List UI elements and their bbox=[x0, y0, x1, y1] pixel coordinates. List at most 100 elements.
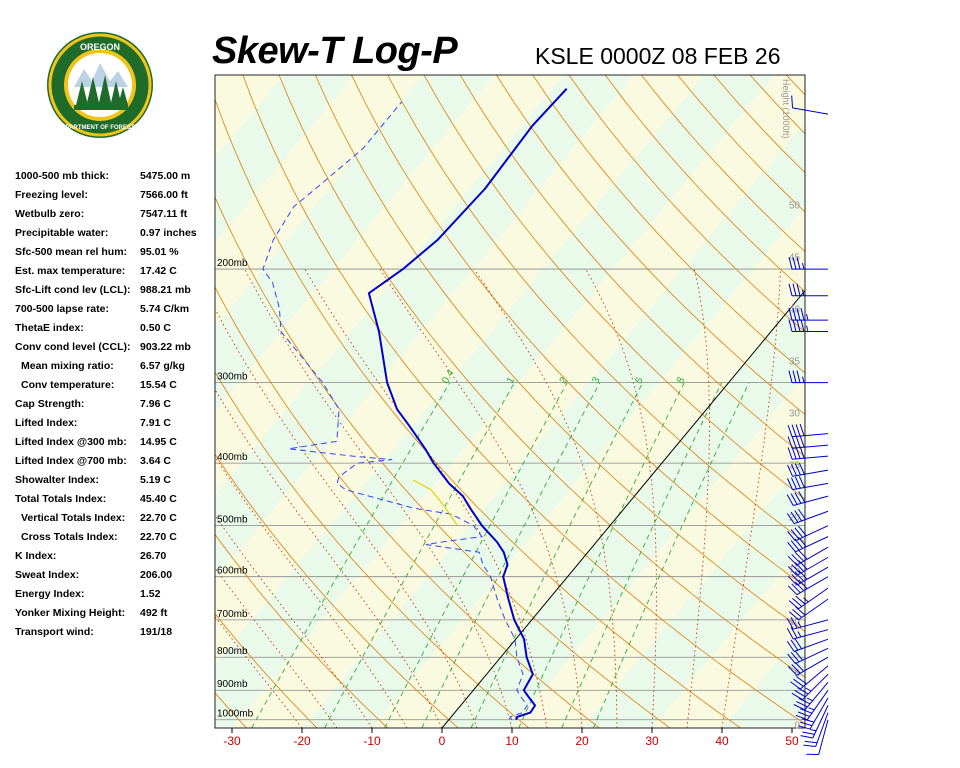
wind-barb-staff bbox=[818, 719, 829, 755]
wind-barb-flag bbox=[795, 606, 806, 616]
index-value: 7.91 C bbox=[140, 417, 171, 429]
wind-barb-flag bbox=[791, 436, 797, 449]
index-label: Cap Strength: bbox=[15, 398, 85, 410]
wind-barb-flag bbox=[787, 575, 798, 586]
wind-barb-flag bbox=[794, 492, 802, 504]
index-value: 5.19 C bbox=[140, 474, 171, 486]
wind-barb bbox=[786, 638, 829, 652]
index-label: Lifted Index @300 mb: bbox=[15, 436, 127, 448]
wind-barb-flag bbox=[790, 493, 798, 505]
wind-barb-staff bbox=[809, 697, 829, 730]
x-axis-tick-label: 50 bbox=[785, 734, 799, 748]
wind-barb-flag bbox=[791, 583, 801, 594]
wind-barb-flag bbox=[799, 423, 805, 436]
wind-barb-staff bbox=[802, 673, 829, 701]
moist-adiabat-line bbox=[379, 268, 583, 728]
index-label: Sweat Index: bbox=[15, 569, 80, 581]
index-row: Freezing level: 7566.00 ft bbox=[15, 187, 215, 206]
wind-barb-flag bbox=[794, 562, 805, 572]
wind-barb bbox=[790, 665, 829, 690]
wind-barb-flag bbox=[791, 664, 801, 674]
index-value: 492 ft bbox=[140, 607, 168, 619]
pressure-label: 400mb bbox=[217, 452, 248, 463]
stability-indices-panel: 1000-500 mb thick: 5475.00 m Freezing leve… bbox=[15, 168, 215, 643]
index-label: Transport wind: bbox=[15, 626, 94, 638]
wind-barb-flag bbox=[794, 690, 806, 698]
isotherm-band bbox=[722, 627, 805, 728]
moist-adiabat-line bbox=[244, 268, 513, 728]
wind-barb-flag bbox=[796, 256, 801, 270]
index-value: 95.01 % bbox=[140, 246, 179, 258]
wind-barb bbox=[788, 256, 828, 270]
wind-barb bbox=[795, 689, 829, 721]
wind-barb-staff bbox=[792, 444, 829, 449]
wind-barb-half-flag bbox=[806, 697, 813, 702]
wind-barb-staff bbox=[815, 712, 829, 747]
wind-barb-flag bbox=[790, 617, 798, 629]
mixing-ratio-line bbox=[470, 382, 644, 728]
wind-barb-flag bbox=[790, 529, 800, 540]
dry-adiabat-line bbox=[496, 75, 805, 416]
wind-barb-flag bbox=[787, 541, 796, 553]
x-axis-tick-label: 20 bbox=[575, 734, 589, 748]
index-value: 7566.00 ft bbox=[140, 189, 188, 201]
index-row: Sfc-Lift cond lev (LCL): 988.21 mb bbox=[15, 282, 215, 301]
wind-barb-half-flag bbox=[802, 289, 805, 296]
index-value: 6.57 g/kg bbox=[140, 360, 185, 372]
wind-barb bbox=[787, 435, 829, 449]
dry-adiabat-line bbox=[785, 75, 805, 96]
index-row: Showalter Index: 5.19 C bbox=[15, 472, 215, 491]
index-row: ThetaE index: 0.50 C bbox=[15, 320, 215, 339]
wind-barb-flag bbox=[795, 446, 801, 459]
dry-adiabat-line bbox=[215, 453, 459, 728]
wind-barb-flag bbox=[792, 319, 797, 332]
mixing-ratio-label: 3 bbox=[590, 375, 603, 386]
wind-barb-flag bbox=[795, 714, 808, 721]
pressure-label: 1000mb bbox=[217, 709, 254, 720]
wind-barb-flag bbox=[788, 283, 793, 296]
index-label: Energy Index: bbox=[15, 588, 85, 600]
index-label: Vertical Totals Index: bbox=[21, 512, 126, 524]
index-label: Showalter Index: bbox=[15, 474, 100, 486]
wind-barb-flag bbox=[790, 681, 801, 690]
index-label: Lifted Index: bbox=[15, 417, 78, 429]
index-row: Lifted Index: 7.91 C bbox=[15, 415, 215, 434]
wind-barb-flag bbox=[798, 697, 811, 705]
isotherm-band bbox=[215, 75, 424, 327]
wind-barb-flag bbox=[792, 608, 803, 618]
wind-barb bbox=[786, 508, 829, 525]
wind-barb-flag bbox=[798, 579, 808, 590]
wind-barb-flag bbox=[791, 553, 801, 564]
dry-adiabat-line bbox=[215, 371, 530, 728]
wind-barb-flag bbox=[803, 744, 816, 747]
dry-adiabat-line bbox=[215, 97, 741, 728]
wind-barb-flag bbox=[792, 370, 797, 383]
wind-barb-flag bbox=[800, 308, 805, 321]
wind-barb-staff bbox=[793, 495, 829, 506]
isotherm-band bbox=[0, 75, 144, 728]
logo-bottom-text: DEPARTMENT OF FORESTRY bbox=[57, 125, 142, 131]
wind-barb-flag bbox=[804, 740, 818, 744]
mixing-ratio-line bbox=[384, 382, 568, 728]
isotherm-band bbox=[215, 75, 774, 728]
isotherm-band bbox=[582, 459, 805, 728]
index-label: Sfc-500 mean rel hum: bbox=[15, 246, 128, 258]
freezing-isotherm-line bbox=[441, 289, 805, 728]
wind-barb bbox=[797, 697, 829, 730]
wind-barb-staff bbox=[795, 525, 829, 542]
index-value: 22.70 C bbox=[140, 512, 177, 524]
wind-barb-flag bbox=[792, 256, 797, 270]
index-label: Cross Totals Index: bbox=[21, 531, 118, 543]
wind-barb-flag bbox=[787, 464, 794, 477]
dry-adiabat-line bbox=[215, 286, 600, 728]
isotherm-band bbox=[0, 75, 214, 728]
wind-barb-flag bbox=[794, 581, 805, 592]
dewpoint-profile-line bbox=[262, 101, 528, 720]
moist-adiabat-line bbox=[473, 268, 618, 728]
wind-barb-staff bbox=[793, 629, 829, 640]
dry-adiabat-line bbox=[423, 75, 805, 500]
wind-barb-flag bbox=[800, 708, 813, 714]
x-axis-tick-label: -30 bbox=[223, 734, 241, 748]
wind-barb-flag bbox=[788, 256, 793, 270]
wind-barb-staff bbox=[796, 656, 829, 676]
